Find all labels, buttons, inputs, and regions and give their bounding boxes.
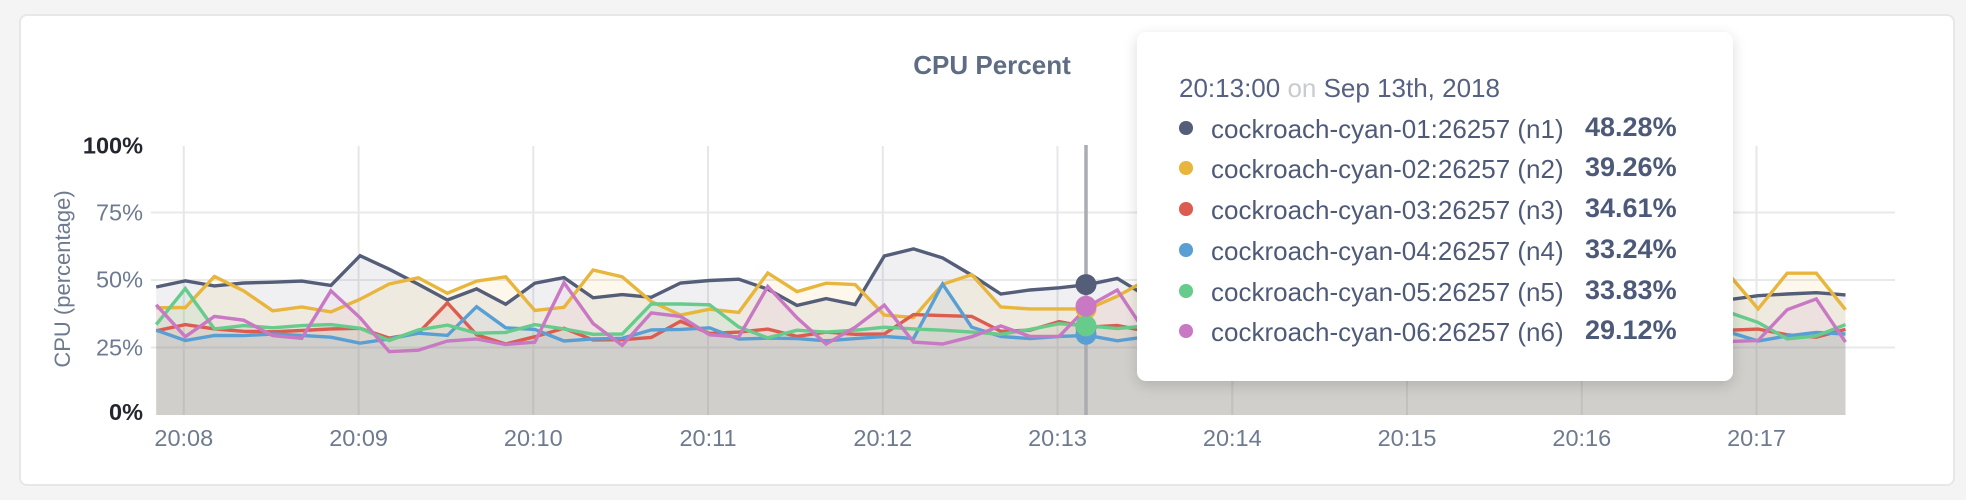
svg-text:20:10: 20:10 [504,425,563,451]
svg-text:0%: 0% [109,399,143,425]
svg-text:25%: 25% [96,335,143,361]
svg-text:20:14: 20:14 [1203,425,1262,451]
svg-text:20:13: 20:13 [1028,425,1087,451]
svg-text:20:11: 20:11 [679,425,736,451]
svg-text:20:16: 20:16 [1552,425,1611,451]
svg-text:20:17: 20:17 [1727,425,1786,451]
svg-text:75%: 75% [96,200,143,226]
svg-text:20:08: 20:08 [154,425,213,451]
svg-text:20:15: 20:15 [1378,425,1437,451]
svg-text:100%: 100% [83,133,143,159]
svg-text:20:12: 20:12 [853,425,912,451]
svg-text:50%: 50% [96,267,143,293]
svg-text:CPU (percentage): CPU (percentage) [50,190,75,367]
svg-text:20:09: 20:09 [329,425,388,451]
